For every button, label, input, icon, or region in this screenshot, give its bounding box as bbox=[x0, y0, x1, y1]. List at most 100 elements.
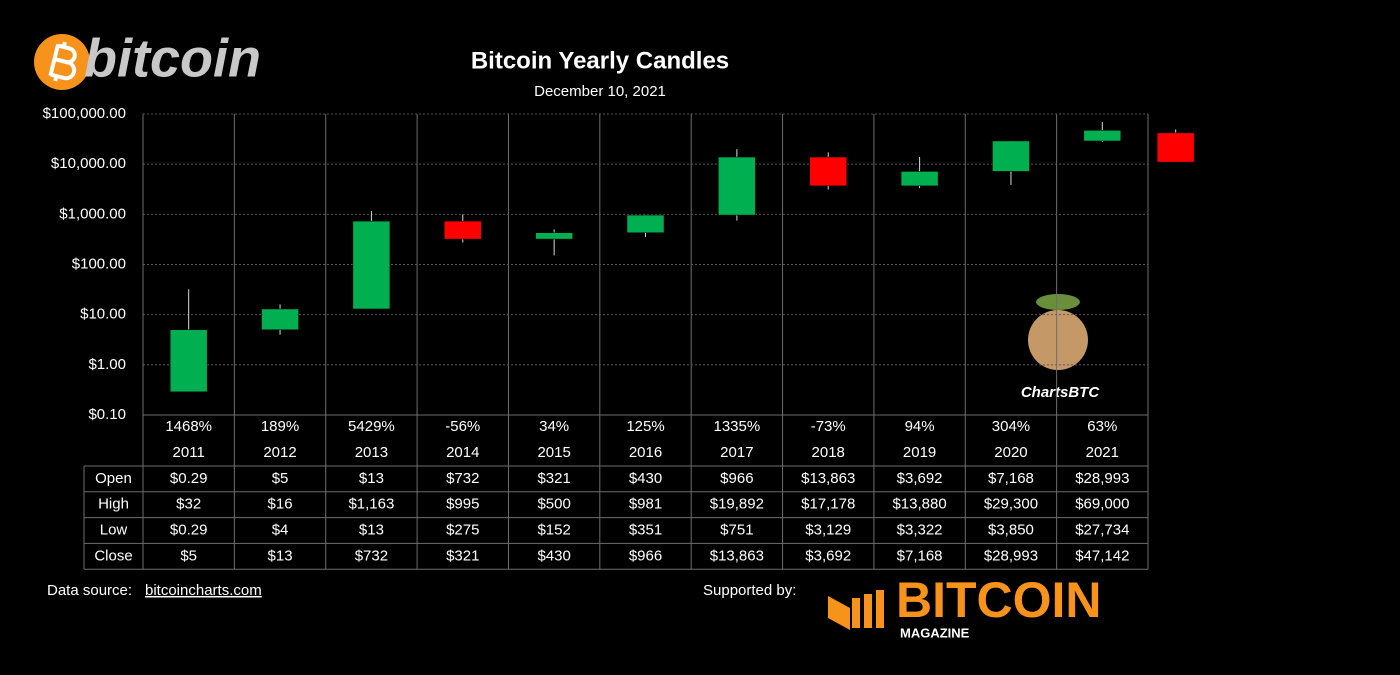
x-tick-label: 2014 bbox=[446, 444, 479, 461]
x-tick-label: 2016 bbox=[629, 444, 662, 461]
y-tick-label: $10.00 bbox=[80, 306, 126, 323]
candle-body bbox=[992, 140, 1030, 172]
change-label: 1468% bbox=[165, 418, 212, 435]
chart-title: Bitcoin Yearly Candles bbox=[471, 47, 729, 74]
candle-body bbox=[1083, 130, 1122, 142]
source-label: Data source: bbox=[47, 582, 132, 599]
change-label: 5429% bbox=[348, 418, 395, 435]
x-tick-label: 2013 bbox=[355, 444, 388, 461]
table-cell: $0.29 bbox=[170, 470, 208, 487]
change-label: 63% bbox=[1087, 418, 1117, 435]
table-cell: $28,993 bbox=[984, 547, 1038, 564]
candle-body bbox=[261, 308, 299, 331]
change-label: 189% bbox=[261, 418, 299, 435]
table-cell: $3,850 bbox=[988, 521, 1034, 538]
table-cell: $152 bbox=[537, 521, 570, 538]
x-tick-label: 2012 bbox=[263, 444, 296, 461]
watermark-hat bbox=[1036, 294, 1080, 310]
table-cell: $275 bbox=[446, 521, 479, 538]
x-tick-label: 2018 bbox=[812, 444, 845, 461]
table-cell: $1,163 bbox=[348, 496, 394, 513]
candle-body bbox=[1156, 132, 1195, 163]
candle-body bbox=[809, 156, 847, 187]
table-cell: $13,880 bbox=[892, 496, 946, 513]
table-cell: $981 bbox=[629, 496, 662, 513]
table-cell: $732 bbox=[446, 470, 479, 487]
table-cell: $500 bbox=[537, 496, 570, 513]
bitcoin-logo: bitcoin bbox=[34, 28, 261, 90]
x-tick-label: 2017 bbox=[720, 444, 753, 461]
table-cell: $321 bbox=[446, 547, 479, 564]
table-cell: $966 bbox=[629, 547, 662, 564]
watermark: ChartsBTC bbox=[1021, 294, 1101, 401]
table-cell: $16 bbox=[268, 496, 293, 513]
table-cell: $19,892 bbox=[710, 496, 764, 513]
change-label: 1335% bbox=[714, 418, 761, 435]
source-link[interactable]: bitcoincharts.com bbox=[145, 582, 262, 599]
x-tick-label: 2015 bbox=[537, 444, 570, 461]
table-cell: $751 bbox=[720, 521, 753, 538]
change-label: -56% bbox=[445, 418, 480, 435]
table-cell: $32 bbox=[176, 496, 201, 513]
row-header: Low bbox=[100, 521, 128, 538]
candle-body bbox=[169, 329, 208, 393]
watermark-text: ChartsBTC bbox=[1021, 384, 1101, 401]
logo-glyph bbox=[48, 41, 77, 82]
table-cell: $13 bbox=[359, 521, 384, 538]
table-cell: $7,168 bbox=[988, 470, 1034, 487]
sponsor-name: BITCOIN bbox=[896, 572, 1102, 628]
x-tick-label: 2019 bbox=[903, 444, 936, 461]
table-cell: $7,168 bbox=[897, 547, 943, 564]
table-cell: $29,300 bbox=[984, 496, 1038, 513]
table-cell: $47,142 bbox=[1075, 547, 1129, 564]
sponsor-sub: MAGAZINE bbox=[900, 625, 970, 640]
y-tick-label: $0.10 bbox=[88, 406, 126, 423]
x-tick-label: 2021 bbox=[1086, 444, 1119, 461]
row-header: Open bbox=[95, 470, 132, 487]
table-cell: $966 bbox=[720, 470, 753, 487]
change-label: 94% bbox=[905, 418, 935, 435]
table-cell: $0.29 bbox=[170, 521, 208, 538]
candle-body bbox=[535, 232, 573, 240]
table-cell: $351 bbox=[629, 521, 662, 538]
table-cell: $3,692 bbox=[897, 470, 943, 487]
table-cell: $3,692 bbox=[805, 547, 851, 564]
candle-body bbox=[444, 220, 482, 240]
table-cell: $17,178 bbox=[801, 496, 855, 513]
candle-body bbox=[718, 156, 756, 216]
table-cell: $321 bbox=[537, 470, 570, 487]
change-label: 125% bbox=[626, 418, 664, 435]
y-tick-label: $1.00 bbox=[88, 356, 126, 373]
change-label: 304% bbox=[992, 418, 1030, 435]
table-cell: $13 bbox=[359, 470, 384, 487]
x-tick-label: 2011 bbox=[173, 444, 205, 461]
candle-body bbox=[900, 171, 939, 187]
table-cell: $28,993 bbox=[1075, 470, 1129, 487]
table-cell: $3,129 bbox=[805, 521, 851, 538]
supported-label: Supported by: bbox=[703, 582, 796, 599]
change-label: 34% bbox=[539, 418, 569, 435]
y-tick-label: $100,000.00 bbox=[43, 105, 126, 122]
change-label: -73% bbox=[811, 418, 846, 435]
table-cell: $4 bbox=[272, 521, 289, 538]
sponsor-icon bbox=[828, 590, 884, 630]
x-tick-label: 2020 bbox=[994, 444, 1027, 461]
y-tick-label: $10,000.00 bbox=[51, 155, 126, 172]
table-cell: $13,863 bbox=[801, 470, 855, 487]
candle-body bbox=[626, 214, 665, 233]
sponsor-logo: BITCOIN MAGAZINE bbox=[828, 572, 1102, 640]
table-cell: $5 bbox=[180, 547, 197, 564]
table-cell: $995 bbox=[446, 496, 479, 513]
candle-body bbox=[352, 220, 391, 310]
table-cell: $430 bbox=[537, 547, 570, 564]
table-cell: $13,863 bbox=[710, 547, 764, 564]
table-cell: $5 bbox=[272, 470, 289, 487]
table-cell: $430 bbox=[629, 470, 662, 487]
y-tick-label: $1,000.00 bbox=[59, 205, 126, 222]
table-cell: $69,000 bbox=[1075, 496, 1129, 513]
row-header: Close bbox=[94, 547, 132, 564]
table-cell: $13 bbox=[268, 547, 293, 564]
table-cell: $732 bbox=[355, 547, 388, 564]
logo-text: bitcoin bbox=[84, 28, 261, 88]
